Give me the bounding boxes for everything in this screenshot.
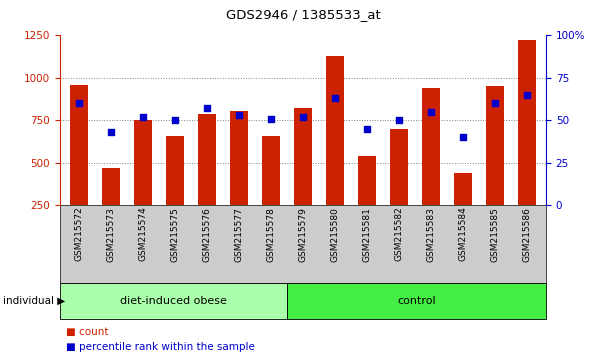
Point [139,114,148,120]
Bar [358,156,376,205]
Bar [486,86,503,205]
Point [234,113,244,118]
Point [298,114,308,120]
Bar [166,136,184,205]
Point [170,118,180,123]
Point [458,135,467,140]
Point [202,105,212,111]
Point [74,101,84,106]
Point [522,92,532,98]
Bar [294,108,312,205]
Bar [70,85,88,205]
Point [394,118,404,123]
Bar [198,114,216,205]
Text: ■ percentile rank within the sample: ■ percentile rank within the sample [66,342,255,352]
Text: diet-induced obese: diet-induced obese [120,296,227,306]
Point [362,126,372,132]
Bar [454,173,472,205]
Text: individual ▶: individual ▶ [3,296,65,306]
Bar [134,120,152,205]
Bar [422,88,440,205]
Point [490,101,500,106]
Point [266,116,276,121]
Point [106,130,116,135]
Text: GDS2946 / 1385533_at: GDS2946 / 1385533_at [226,8,380,21]
Bar [326,56,344,205]
Point [426,109,436,115]
Bar [518,40,536,205]
Bar [390,129,408,205]
Bar [262,136,280,205]
Point [330,96,340,101]
Bar [230,111,248,205]
Bar [103,168,120,205]
Text: ■ count: ■ count [66,327,109,337]
Text: control: control [397,296,436,306]
